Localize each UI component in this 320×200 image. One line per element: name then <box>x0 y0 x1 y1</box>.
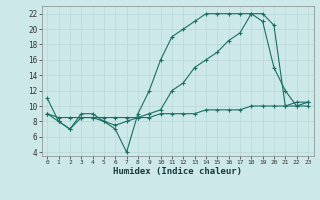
X-axis label: Humidex (Indice chaleur): Humidex (Indice chaleur) <box>113 167 242 176</box>
